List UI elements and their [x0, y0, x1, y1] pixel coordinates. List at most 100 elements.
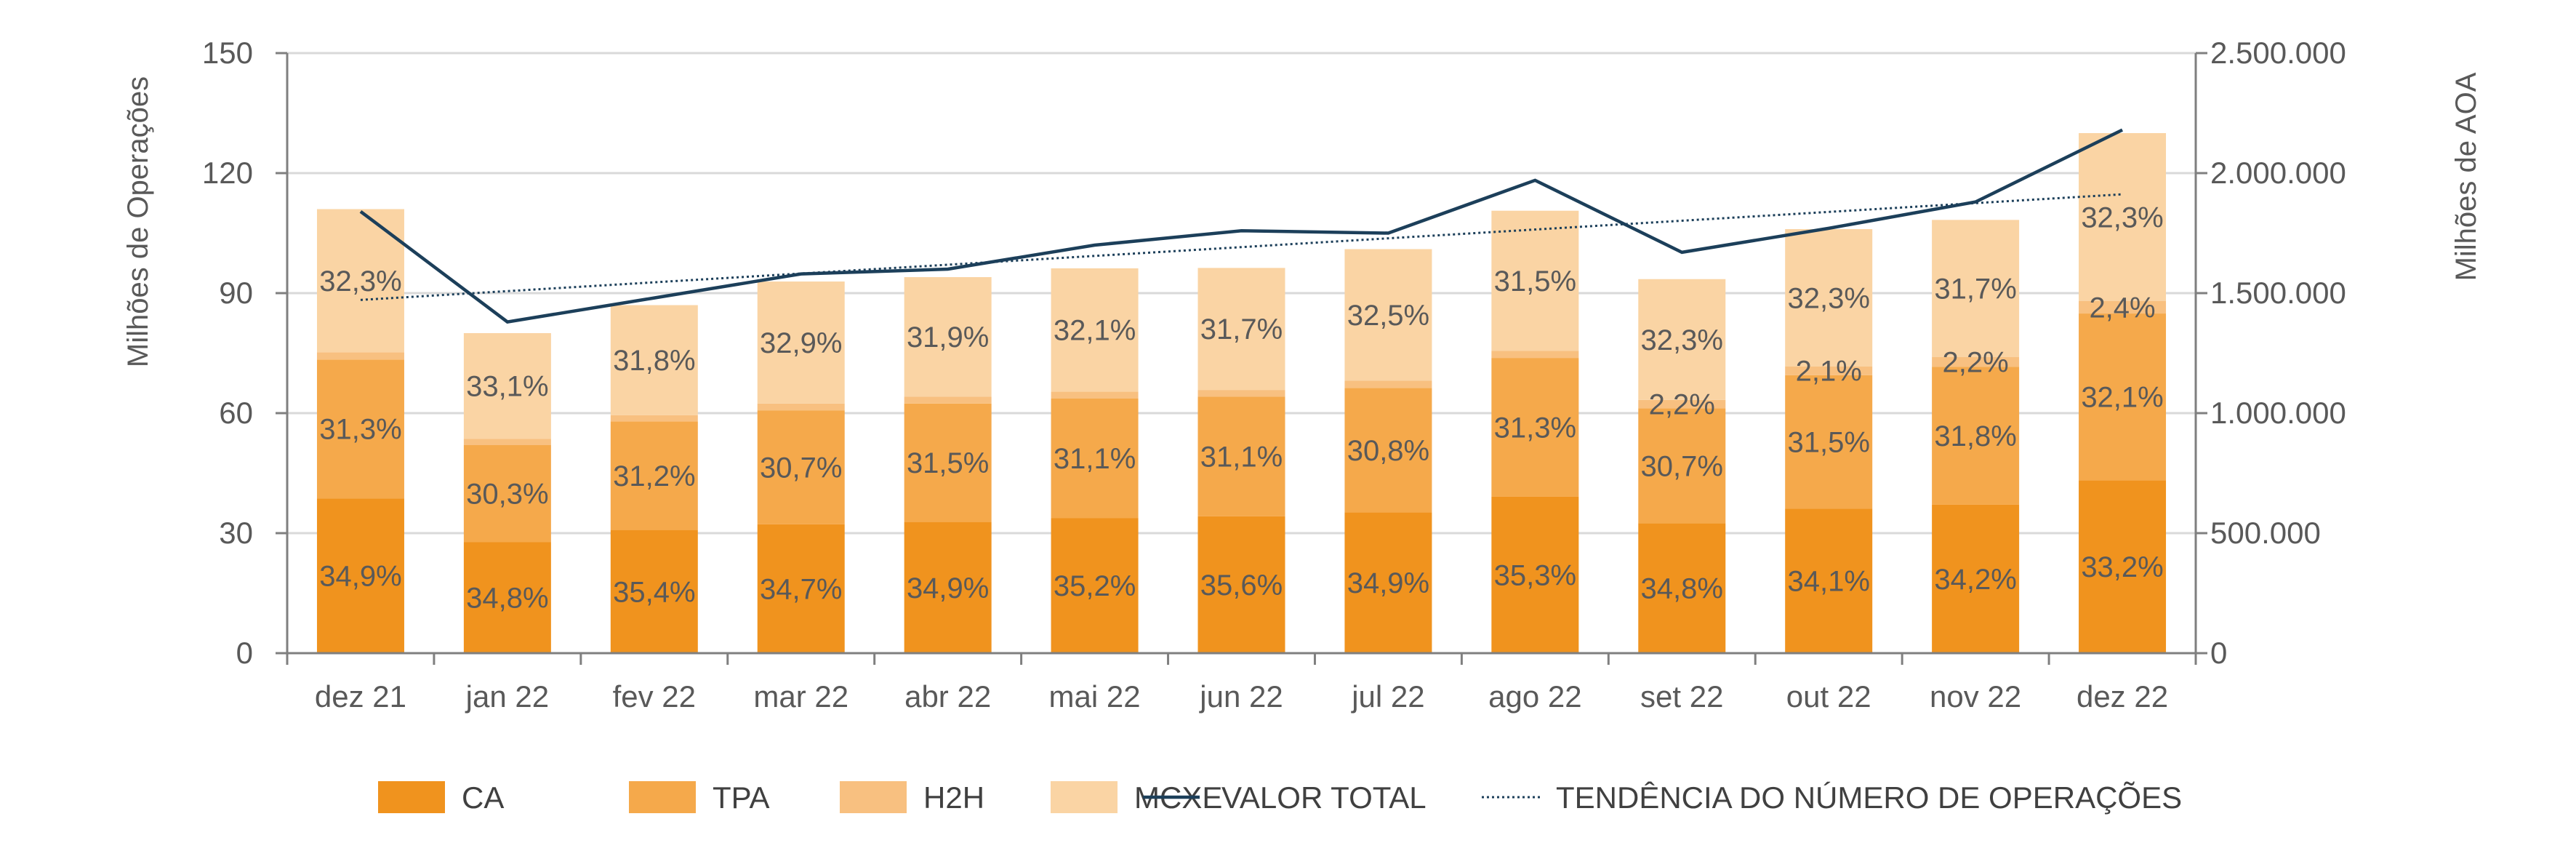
- y-tick-label-right: 1.000.000: [2210, 396, 2346, 430]
- bar-tpa: [757, 410, 845, 524]
- legend-swatch-tpa: [629, 781, 696, 813]
- data-label-tpa: 31,3%: [319, 414, 401, 446]
- bar-tpa: [1785, 375, 1873, 509]
- legend-label-trend: TENDÊNCIA DO NÚMERO DE OPERAÇÕES: [1556, 780, 2182, 815]
- data-label-h2h: 2,2%: [1943, 347, 2009, 379]
- data-label-ca: 35,3%: [1494, 559, 1576, 591]
- x-tick-label: mai 22: [1049, 679, 1141, 714]
- bar-h2h: [1638, 399, 1726, 409]
- bar-mcxe: [1785, 229, 1873, 367]
- bar-ca: [463, 542, 551, 653]
- y-tick-label-left: 150: [202, 36, 253, 70]
- bar-ca: [757, 524, 845, 653]
- bar-tpa: [463, 445, 551, 543]
- x-tick-label: fev 22: [613, 679, 696, 714]
- bar-h2h: [904, 396, 992, 404]
- bar-h2h: [1491, 351, 1579, 359]
- legend-label-tpa: TPA: [713, 780, 770, 815]
- bar-ca: [2079, 480, 2167, 653]
- bar-tpa: [1932, 367, 2020, 505]
- axes: 0 30 60 90 120 150 0 500.000 1.000.000 1.500.000 2…: [202, 36, 2346, 714]
- x-tick-label: set 22: [1640, 679, 1723, 714]
- bar-h2h: [2079, 301, 2167, 314]
- legend-label-valor-total: VALOR TOTAL: [1221, 780, 1427, 815]
- data-label-ca: 34,8%: [1641, 573, 1723, 605]
- y-tick-label-right: 500.000: [2210, 516, 2321, 550]
- data-label-mcxe: 32,1%: [1054, 315, 1136, 347]
- x-tick-label: out 22: [1786, 679, 1871, 714]
- x-tick-label: dez 21: [315, 679, 406, 714]
- data-label-tpa: 32,1%: [2081, 382, 2163, 414]
- bar-mcxe: [1051, 268, 1139, 392]
- x-tick-label: dez 22: [2077, 679, 2168, 714]
- data-label-h2h: 2,1%: [1796, 356, 1862, 388]
- y-axis-title-right: Milhões de AOA: [2450, 72, 2482, 281]
- y-tick-label-right: 2.000.000: [2210, 156, 2346, 190]
- y-tick-label-right: 0: [2210, 636, 2227, 670]
- lines: [359, 128, 2124, 324]
- data-label-h2h: 2,2%: [1649, 389, 1715, 421]
- data-label-mcxe: 32,3%: [2081, 202, 2163, 234]
- valor-total-line: [359, 128, 2124, 324]
- data-label-tpa: 30,3%: [466, 479, 548, 511]
- data-label-h2h: 2,4%: [2089, 292, 2155, 324]
- x-tick-label: ago 22: [1488, 679, 1581, 714]
- data-label-ca: 34,1%: [1787, 566, 1869, 598]
- bar-ca: [1051, 518, 1139, 653]
- bar-mcxe: [904, 277, 992, 397]
- bar-mcxe: [2079, 133, 2167, 301]
- bar-h2h: [1785, 366, 1873, 375]
- data-label-ca: 34,9%: [907, 572, 989, 604]
- bar-ca: [1785, 508, 1873, 653]
- x-tick-label: jul 22: [1350, 679, 1424, 714]
- data-label-ca: 34,7%: [760, 573, 842, 605]
- bar-tpa: [1491, 358, 1579, 497]
- bar-mcxe: [1932, 220, 2020, 357]
- data-label-mcxe: 31,8%: [613, 345, 695, 377]
- data-label-mcxe: 32,9%: [760, 327, 842, 359]
- y-tick-label-right: 2.500.000: [2210, 36, 2346, 70]
- bar-tpa: [610, 421, 698, 530]
- y-tick-label-left: 30: [219, 516, 253, 550]
- bar-h2h: [1197, 390, 1285, 397]
- bar-tpa: [904, 403, 992, 522]
- data-label-mcxe: 32,3%: [1787, 282, 1869, 314]
- legend-swatch-ca: [378, 781, 445, 813]
- trend-line: [360, 193, 2123, 301]
- bar-mcxe: [757, 281, 845, 404]
- data-label-mcxe: 31,9%: [907, 321, 989, 353]
- data-label-tpa: 31,2%: [613, 460, 695, 492]
- bar-tpa: [1638, 408, 1726, 524]
- x-tick-label: jan 22: [465, 679, 549, 714]
- data-label-tpa: 30,7%: [1641, 450, 1723, 482]
- data-label-ca: 34,9%: [1347, 567, 1429, 599]
- y-tick-label-left: 90: [219, 276, 253, 310]
- data-label-tpa: 31,3%: [1494, 412, 1576, 444]
- bar-mcxe: [1344, 249, 1432, 381]
- data-label-tpa: 30,7%: [760, 452, 842, 484]
- bar-mcxe: [1491, 210, 1579, 351]
- data-label-mcxe: 32,3%: [1641, 324, 1723, 356]
- bar-ca: [1932, 504, 2020, 653]
- bar-tpa: [2079, 313, 2167, 481]
- bar-ca: [1491, 496, 1579, 653]
- bar-tpa: [1197, 396, 1285, 516]
- bar-ca: [610, 530, 698, 653]
- data-label-mcxe: 31,5%: [1494, 265, 1576, 297]
- data-label-mcxe: 33,1%: [466, 371, 548, 403]
- bar-ca: [1638, 523, 1726, 653]
- data-label-ca: 34,9%: [319, 561, 401, 593]
- data-label-mcxe: 32,3%: [319, 265, 401, 297]
- data-label-ca: 34,8%: [466, 583, 548, 615]
- bar-ca: [904, 522, 992, 653]
- bar-mcxe: [463, 333, 551, 439]
- y-axis-title-left: Milhões de Operações: [122, 76, 154, 367]
- data-label-mcxe: 31,7%: [1934, 273, 2016, 305]
- x-tick-label: nov 22: [1930, 679, 2021, 714]
- legend-swatch-h2h: [840, 781, 907, 813]
- data-label-ca: 35,4%: [613, 576, 695, 608]
- bars: [316, 133, 2167, 653]
- data-label-ca: 33,2%: [2081, 551, 2163, 583]
